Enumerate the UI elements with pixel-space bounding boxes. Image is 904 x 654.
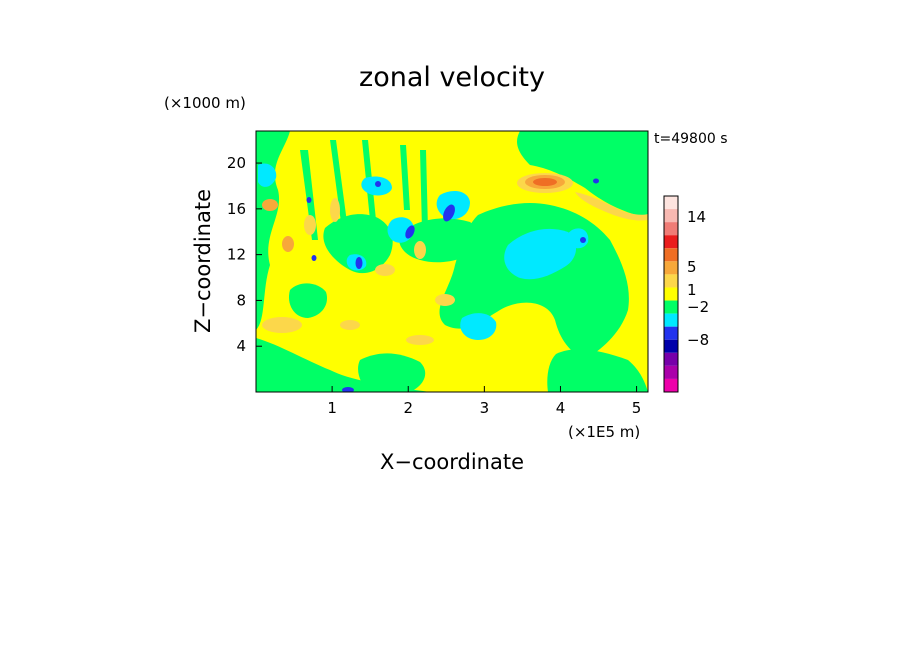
warm-patch-left-1 xyxy=(262,199,278,211)
x-tick-label: 5 xyxy=(632,399,642,417)
warm-patch-bottom xyxy=(406,335,434,345)
x-tick-label: 4 xyxy=(556,399,566,417)
x-tick-label: 1 xyxy=(327,399,337,417)
colorbar-swatch xyxy=(664,248,678,262)
blue-core-3 xyxy=(355,257,363,269)
warm-patch-lower-mid xyxy=(340,320,360,330)
colorbar-swatch xyxy=(664,209,678,223)
time-label: t=49800 s xyxy=(654,131,728,147)
colorbar-swatch xyxy=(664,339,678,353)
colorbar-tick-label: 14 xyxy=(687,208,706,226)
colorbar-tick-label: −8 xyxy=(687,331,709,349)
warm-patch-left-4 xyxy=(330,198,340,222)
colorbar-swatch xyxy=(664,326,678,340)
warm-patch-mid-2 xyxy=(414,241,426,259)
green-region-upper-right xyxy=(517,131,648,218)
green-region-bottom-right xyxy=(547,349,648,392)
green-region-bottom-mid xyxy=(358,353,426,392)
y-tick-label: 16 xyxy=(227,200,246,218)
contour-field xyxy=(256,131,648,392)
blue-core-1 xyxy=(443,204,455,222)
warm-patch-mid-3 xyxy=(435,294,455,306)
warm-regions xyxy=(262,173,648,345)
y-tick-label: 8 xyxy=(236,291,246,309)
cyan-region-far-right xyxy=(567,228,589,249)
warm-patch-lower-left xyxy=(262,317,302,333)
colorbar-swatch xyxy=(664,365,678,379)
colorbar-swatch xyxy=(664,196,678,210)
colorbar-swatch xyxy=(664,222,678,236)
colorbar-swatch xyxy=(664,235,678,249)
blue-regions xyxy=(306,178,599,392)
x-tick-label: 2 xyxy=(403,399,413,417)
x-axis-label: X−coordinate xyxy=(380,450,524,474)
colorbar-swatch xyxy=(664,352,678,366)
blue-core-4 xyxy=(375,181,381,187)
warm-band-right xyxy=(575,192,648,221)
plot-frame xyxy=(255,130,649,393)
colorbar-swatch xyxy=(664,378,678,392)
colorbar-tick-label: 5 xyxy=(687,258,697,276)
colorbar-swatch xyxy=(664,300,678,314)
green-region-bottom-left xyxy=(256,338,430,392)
colorbar: 14 5 1−2 −8 xyxy=(663,195,709,393)
blue-core-8 xyxy=(306,197,312,203)
blue-core-2 xyxy=(405,225,415,239)
colorbar-tick-label: −2 xyxy=(687,298,709,316)
green-region-mid-left xyxy=(288,283,328,318)
y-axis-label: Z−coordinate xyxy=(191,189,215,333)
cyan-region-upper-left xyxy=(258,163,277,187)
warm-feature-upper-right-core xyxy=(533,178,557,186)
warm-patch-mid-1 xyxy=(375,264,395,276)
chart-title: zonal velocity xyxy=(359,62,545,93)
colorbar-swatch xyxy=(664,261,678,275)
cyan-region-center-right xyxy=(504,228,577,280)
colorbar-tick-label: 1 xyxy=(687,281,697,299)
x-axis: 1 2 3 4 5 xyxy=(327,386,641,417)
cyan-region-lower-right xyxy=(460,313,497,340)
y-tick-label: 4 xyxy=(236,337,246,355)
blue-core-6 xyxy=(580,237,586,243)
y-axis: 4 8 12 16 20 xyxy=(227,154,262,355)
colorbar-swatch xyxy=(664,274,678,288)
y-unit-label: (×1000 m) xyxy=(164,94,246,112)
blue-core-5 xyxy=(593,178,599,184)
y-tick-label: 20 xyxy=(227,154,246,172)
green-region-center-left xyxy=(323,214,393,274)
warm-patch-left-2 xyxy=(282,236,294,252)
x-unit-label: (×1E5 m) xyxy=(568,423,640,441)
colorbar-swatch xyxy=(664,313,678,327)
blue-core-7 xyxy=(342,387,354,392)
colorbar-frame xyxy=(663,195,679,393)
y-tick-label: 12 xyxy=(227,246,246,264)
x-tick-label: 3 xyxy=(480,399,490,417)
colorbar-swatch xyxy=(664,287,678,301)
blue-core-9 xyxy=(311,255,317,261)
warm-patch-left-3 xyxy=(304,215,316,235)
